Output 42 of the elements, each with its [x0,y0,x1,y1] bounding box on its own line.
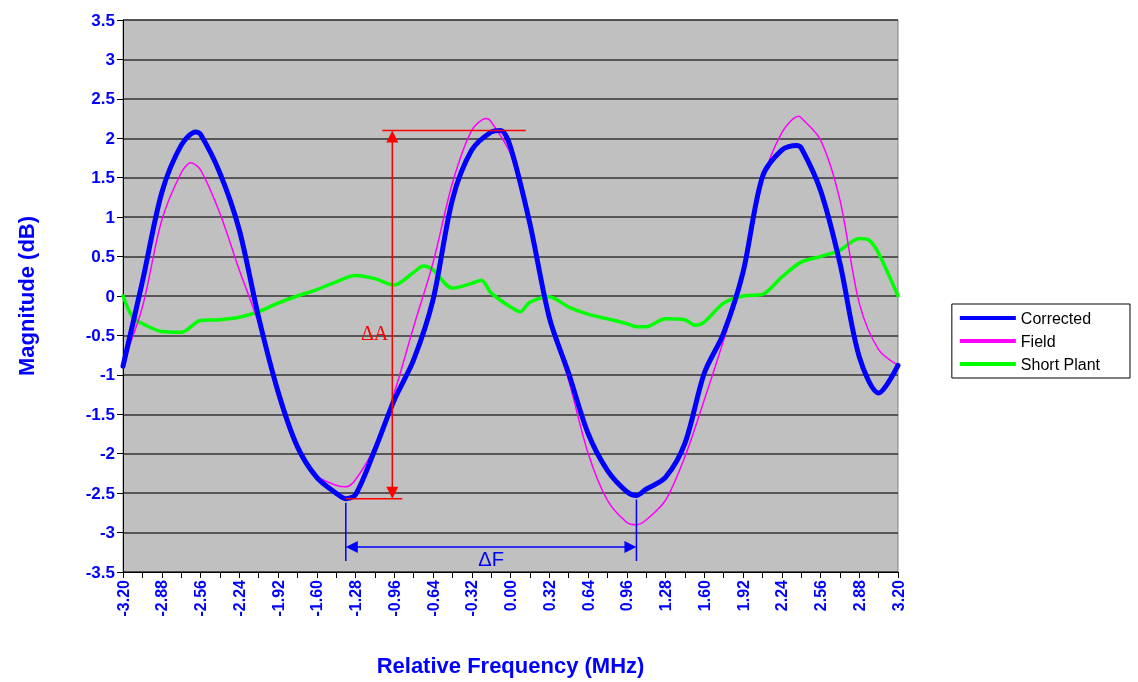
x-tick-label: 3.20 [889,579,907,612]
x-tick-label: 1.60 [695,579,713,612]
y-tick-label: 0.5 [91,247,115,267]
legend-label: Field [1020,332,1056,350]
x-tick-label: -3.20 [114,579,132,617]
x-tick-label: -2.88 [153,579,171,617]
x-tick-label: -0.96 [385,579,403,617]
x-tick-label: 0.00 [502,579,519,612]
y-tick-label: -2 [99,444,115,464]
x-tick-label: -2.56 [192,579,209,617]
y-tick-label: 1 [105,207,115,227]
x-tick-label: -1.28 [347,579,364,617]
y-tick-label: -2.5 [85,483,115,503]
x-tick-label: -1.92 [269,579,287,617]
y-axis-title: Magnitude (dB) [13,215,39,377]
legend-label: Corrected [1020,309,1092,327]
y-tick-label: 3 [105,49,115,69]
y-tick-label: -3.5 [85,562,115,582]
annotation: ΔF [478,548,504,571]
x-tick-label: 2.24 [773,579,791,612]
x-tick-label: 2.56 [812,579,829,612]
y-tick-label: -1 [99,365,115,385]
x-axis-title: Relative Frequency (MHz) [376,652,645,678]
x-tick-label: 0.32 [540,579,558,612]
x-tick-label: -0.32 [463,579,481,617]
y-tick-label: 1.5 [91,168,115,188]
y-tick-label: 3.5 [91,10,115,30]
y-tick-label: -1.5 [85,404,115,424]
x-tick-label: -0.64 [424,579,442,617]
y-tick-label: -3 [99,523,115,543]
legend-label: Short Plant [1020,355,1101,373]
x-tick-label: 0.64 [579,579,597,612]
y-tick-label: 0 [105,286,115,306]
y-tick-label: 2 [105,128,115,148]
x-tick-label: -2.24 [230,579,248,617]
x-tick-label: -1.60 [308,579,326,617]
y-tick-label: -0.5 [85,325,115,345]
x-tick-label: 1.28 [657,579,674,612]
x-tick-label: 2.88 [850,579,868,612]
y-tick-label: 2.5 [91,89,115,109]
x-tick-label: 0.96 [618,579,636,612]
x-tick-label: 1.92 [734,579,752,612]
